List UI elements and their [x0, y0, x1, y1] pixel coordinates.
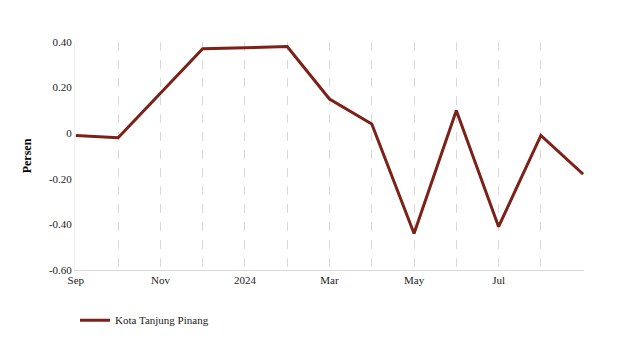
- svg-text:2024: 2024: [234, 274, 257, 286]
- svg-text:0.20: 0.20: [53, 81, 73, 93]
- svg-text:Mar: Mar: [320, 274, 339, 286]
- svg-text:Jul: Jul: [492, 274, 505, 286]
- svg-text:-0.20: -0.20: [49, 173, 72, 185]
- svg-text:-0.40: -0.40: [49, 218, 72, 230]
- svg-text:-0.60: -0.60: [49, 264, 72, 276]
- svg-text:Persen: Persen: [20, 138, 34, 173]
- svg-text:0.40: 0.40: [53, 36, 73, 48]
- svg-text:Kota Tanjung Pinang: Kota Tanjung Pinang: [115, 314, 209, 326]
- svg-text:Nov: Nov: [151, 274, 170, 286]
- svg-text:May: May: [404, 274, 425, 286]
- svg-text:Sep: Sep: [68, 274, 85, 286]
- svg-text:0: 0: [66, 127, 72, 139]
